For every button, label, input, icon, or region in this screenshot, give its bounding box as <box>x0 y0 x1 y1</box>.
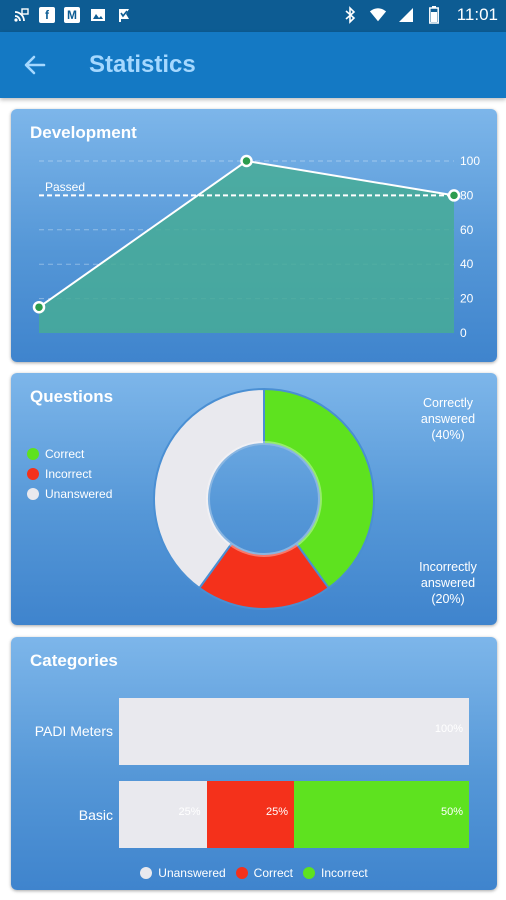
y-tick-label: 100 <box>460 154 480 168</box>
category-label-basic: Basic <box>78 807 113 823</box>
bar-segment-label: 100% <box>434 723 463 735</box>
data-point <box>447 189 461 202</box>
development-chart: Passed 0 20 40 60 80 100 <box>32 154 480 340</box>
flag-check-icon <box>116 6 134 24</box>
bar-segment-label: 25% <box>178 806 201 818</box>
data-point <box>32 300 46 314</box>
page-title: Statistics <box>89 51 196 78</box>
questions-legend: Correct Incorrect Unanswered <box>27 447 112 507</box>
legend-dot-correct <box>27 447 39 460</box>
wifi-icon <box>369 6 387 24</box>
donut-slice-unanswered <box>153 387 265 590</box>
y-tick-label: 20 <box>460 292 474 306</box>
passed-label: Passed <box>45 180 85 194</box>
cat-legend-dot-incorrect <box>303 866 316 879</box>
questions-title: Questions <box>30 387 114 406</box>
categories-card: Categories PADI Meters 100% Basic 25% 25%… <box>11 637 497 890</box>
cat-legend-correct: Correct <box>235 866 293 880</box>
bar-segment-label: 50% <box>440 806 463 818</box>
y-tick-label: 60 <box>460 223 474 237</box>
signal-icon <box>397 6 415 24</box>
bar-segment: 25% <box>119 781 207 848</box>
bar-segment: 25% <box>206 781 294 848</box>
donut-slice-correct <box>263 387 375 590</box>
development-title: Development <box>30 123 137 142</box>
app-bar: Statistics <box>0 32 506 98</box>
bar-segment-label: 25% <box>265 806 288 818</box>
correct-slice-label: Correctly answered (40%) <box>420 396 476 442</box>
bar-segment: 100% <box>119 698 469 765</box>
legend-dot-incorrect <box>27 467 39 480</box>
category-bar-basic: 25% 25% 50% <box>119 781 469 848</box>
legend-item-unanswered: Unanswered <box>27 487 112 501</box>
category-label-padi-meters: PADI Meters <box>34 723 113 739</box>
status-time: 11:01 <box>456 5 498 24</box>
development-card: Development Passed 0 20 40 60 80 100 <box>11 109 497 362</box>
cat-legend-incorrect: Incorrect <box>303 866 368 880</box>
cast-icon <box>12 6 30 24</box>
development-area <box>39 161 454 333</box>
questions-donut-chart <box>153 387 375 610</box>
back-arrow-icon[interactable] <box>20 50 50 80</box>
incorrect-slice-label: Incorrectly answered (20%) <box>419 560 477 606</box>
questions-card: Questions Correct Incorrect Unanswered C… <box>11 373 497 625</box>
legend-dot-unanswered <box>27 487 39 500</box>
bar-segment: 50% <box>294 781 469 848</box>
status-bar: f M 11:01 <box>0 0 506 32</box>
bluetooth-icon <box>341 6 359 24</box>
data-point <box>240 154 253 168</box>
legend-item-correct: Correct <box>27 447 112 461</box>
categories-legend: Unanswered Correct Incorrect <box>11 866 497 880</box>
cat-legend-dot-unanswered <box>140 866 153 879</box>
image-icon <box>89 6 107 24</box>
categories-title: Categories <box>30 651 118 670</box>
cat-legend-dot-correct <box>235 866 248 879</box>
y-tick-label: 80 <box>460 188 474 202</box>
legend-item-incorrect: Incorrect <box>27 467 112 481</box>
battery-icon <box>425 6 443 24</box>
donut-inner-ring <box>206 441 322 557</box>
gmail-icon: M <box>64 7 80 23</box>
cat-legend-unanswered: Unanswered <box>140 866 226 880</box>
y-tick-label: 0 <box>460 326 467 340</box>
facebook-icon: f <box>39 7 55 23</box>
category-bar-padi-meters: 100% <box>119 698 469 765</box>
y-tick-label: 40 <box>460 257 474 271</box>
